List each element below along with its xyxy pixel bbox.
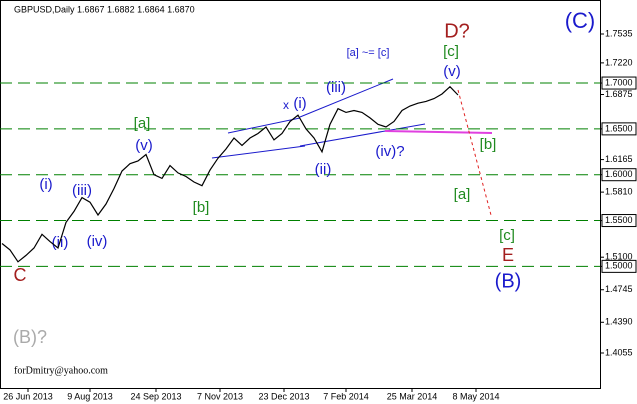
y-tick-label: 1.5100: [605, 252, 633, 262]
wave-label: E: [502, 245, 514, 265]
wave-label: (iii): [326, 79, 346, 96]
overlays: [0, 78, 600, 267]
wave-label: (i): [293, 95, 306, 112]
wave-label: x: [283, 98, 289, 112]
wave-label: (B): [495, 270, 522, 292]
wave-label: [a]: [134, 115, 151, 132]
channel-line: [299, 78, 394, 118]
wave-label: (iv)?: [375, 143, 404, 160]
y-tick-label: 1.7000: [605, 77, 633, 87]
wave-label: (v): [135, 137, 153, 154]
y-tick-label: 1.4390: [605, 317, 633, 327]
y-tick-label: 1.4055: [605, 347, 633, 357]
wave-label: (iv): [87, 233, 108, 250]
level-label-box: [601, 122, 637, 136]
wave-label: (iii): [72, 182, 92, 199]
annotations: (C) D? [c] (v) [a] ~= [c] (iii) x (i) [a…: [13, 8, 595, 347]
wave-label: [a]: [454, 186, 471, 203]
wave-label: [c]: [443, 43, 459, 60]
wave-label: (B)?: [13, 327, 47, 347]
y-tick-label: 1.7220: [605, 57, 633, 67]
x-tick-label: 25 Mar 2014: [387, 391, 438, 401]
channel-line: [211, 145, 306, 159]
y-tick-label: 1.5000: [605, 261, 633, 271]
wave-label: [b]: [193, 199, 210, 216]
wave-label: D?: [444, 20, 470, 42]
y-tick-label: 1.5500: [605, 215, 633, 225]
wave-label: [b]: [480, 136, 497, 153]
y-tick-label: 1.6000: [605, 169, 633, 179]
magenta-line: [384, 130, 493, 134]
y-tick-label: 1.6875: [605, 89, 633, 99]
y-tick-label: 1.7535: [605, 28, 633, 38]
x-tick-label: 23 Dec 2013: [258, 391, 309, 401]
x-tick-label: 7 Nov 2013: [197, 391, 243, 401]
x-tick-label: 26 Jun 2013: [3, 391, 53, 401]
wave-label: [a] ~= [c]: [347, 47, 390, 59]
footer: forDmitry@yahoo.com: [14, 365, 108, 376]
wave-label: (v): [443, 63, 461, 80]
price-line: [1, 85, 459, 263]
x-tick-label: 24 Sep 2013: [130, 391, 181, 401]
level-label-box: [601, 76, 637, 90]
channel-line: [227, 117, 301, 134]
level-label-box: [601, 214, 637, 228]
y-tick-label: 1.5810: [605, 186, 633, 196]
plot-frame: [0, 0, 601, 389]
x-tick-label: 9 Aug 2013: [67, 391, 113, 401]
wave-label: (ii): [315, 161, 332, 178]
wave-label: [c]: [499, 227, 515, 244]
level-label-box: [601, 168, 637, 182]
y-tick-label: 1.6165: [605, 154, 633, 164]
wave-label: (C): [565, 8, 596, 33]
header: GBPUSD,Daily 1.6867 1.6882 1.6864 1.6870: [14, 4, 195, 14]
x-tick-label: 8 May 2014: [452, 391, 499, 401]
y-tick-label: 1.6500: [605, 123, 633, 133]
y-tick-label: 1.4745: [605, 284, 633, 294]
x-tick-label: 7 Feb 2014: [323, 391, 369, 401]
wave-label: (i): [39, 176, 52, 193]
level-label-box: [601, 259, 637, 273]
channel-line: [299, 123, 426, 147]
wave-label: C: [14, 265, 27, 285]
